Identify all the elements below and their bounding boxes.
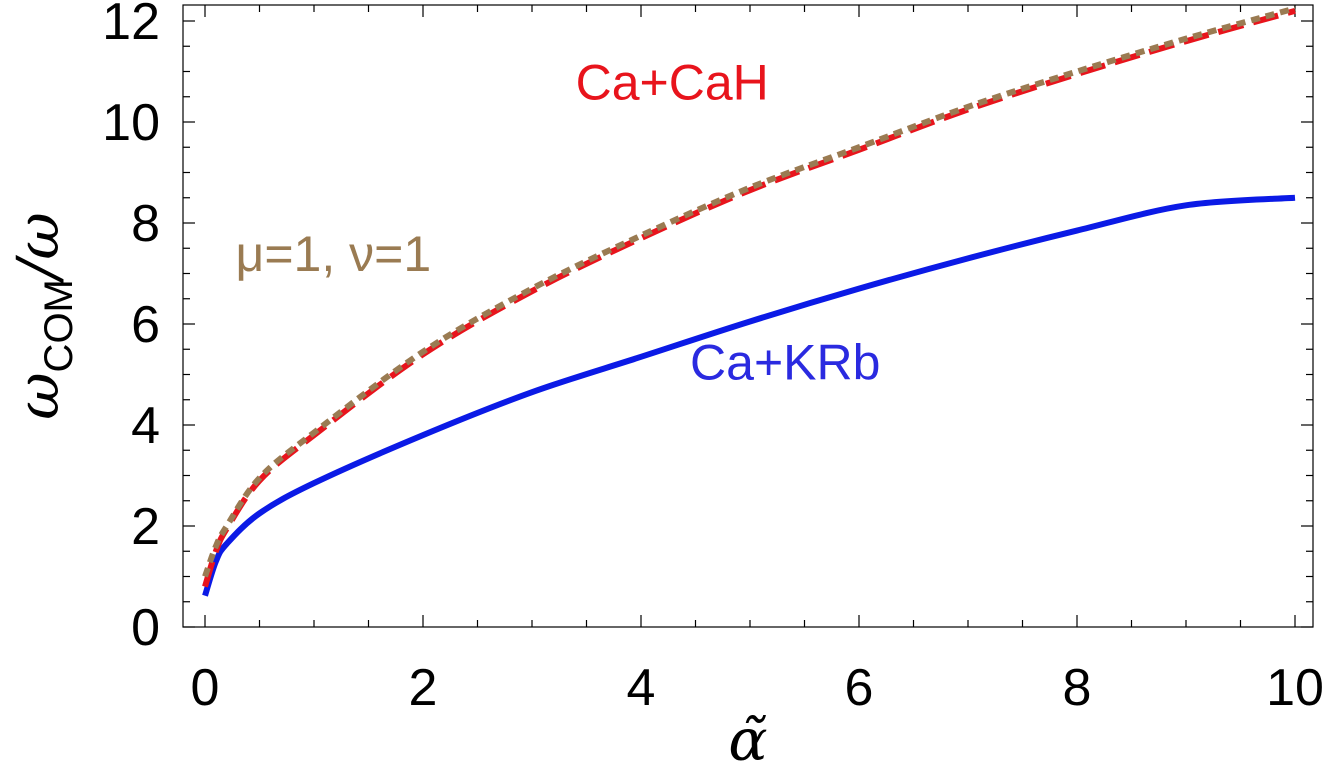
y-tick-label: 0: [131, 599, 160, 657]
x-tick-label: 10: [1266, 659, 1324, 717]
x-tick-label: 6: [845, 659, 874, 717]
y-axis-title: ωCOM/ω: [4, 212, 81, 419]
y-tick-label: 10: [102, 94, 160, 152]
series-layer: [202, 5, 1296, 597]
x-tick-label: 0: [191, 659, 220, 717]
y-axis-title-main: ω: [4, 372, 72, 419]
series-line-mu1-nu1: [202, 5, 1296, 578]
y-tick-label: 8: [131, 195, 160, 253]
y-tick-label: 12: [102, 0, 160, 51]
y-tick-label: 6: [131, 296, 160, 354]
x-axis-title: α̃: [728, 706, 767, 770]
y-axis-title-subscript: COM: [37, 279, 81, 372]
y-axis-title-suffix: /ω: [4, 212, 72, 284]
x-tick-label: 8: [1063, 659, 1092, 717]
annotation-mu-nu: μ=1, ν=1: [236, 226, 432, 282]
plot-frame: [182, 4, 1314, 628]
annotations: Ca+CaH μ=1, ν=1 Ca+KRb: [236, 54, 881, 390]
ticks: [183, 5, 1313, 628]
series-line-ca-cah: [202, 8, 1296, 588]
annotation-ca-krb: Ca+KRb: [690, 335, 880, 391]
annotation-ca-cah: Ca+CaH: [576, 54, 769, 110]
x-tick-label: 4: [627, 659, 656, 717]
series-line-ca-krb: [202, 194, 1296, 597]
y-tick-label: 2: [131, 498, 160, 556]
tick-labels: 0 2 4 6 8 10 0 2 4 6 8 10 12: [102, 0, 1324, 717]
x-tick-label: 2: [409, 659, 438, 717]
y-tick-label: 4: [131, 397, 160, 455]
